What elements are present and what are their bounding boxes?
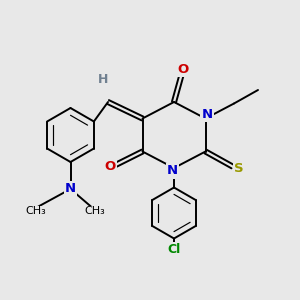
Text: O: O [177, 63, 189, 76]
Text: N: N [167, 164, 178, 178]
Text: H: H [98, 73, 109, 86]
Text: CH₃: CH₃ [84, 206, 105, 217]
Text: N: N [201, 108, 213, 122]
Text: N: N [65, 182, 76, 196]
Text: S: S [234, 161, 243, 175]
Text: CH₃: CH₃ [26, 206, 46, 217]
Text: O: O [104, 160, 116, 173]
Text: Cl: Cl [167, 243, 181, 256]
